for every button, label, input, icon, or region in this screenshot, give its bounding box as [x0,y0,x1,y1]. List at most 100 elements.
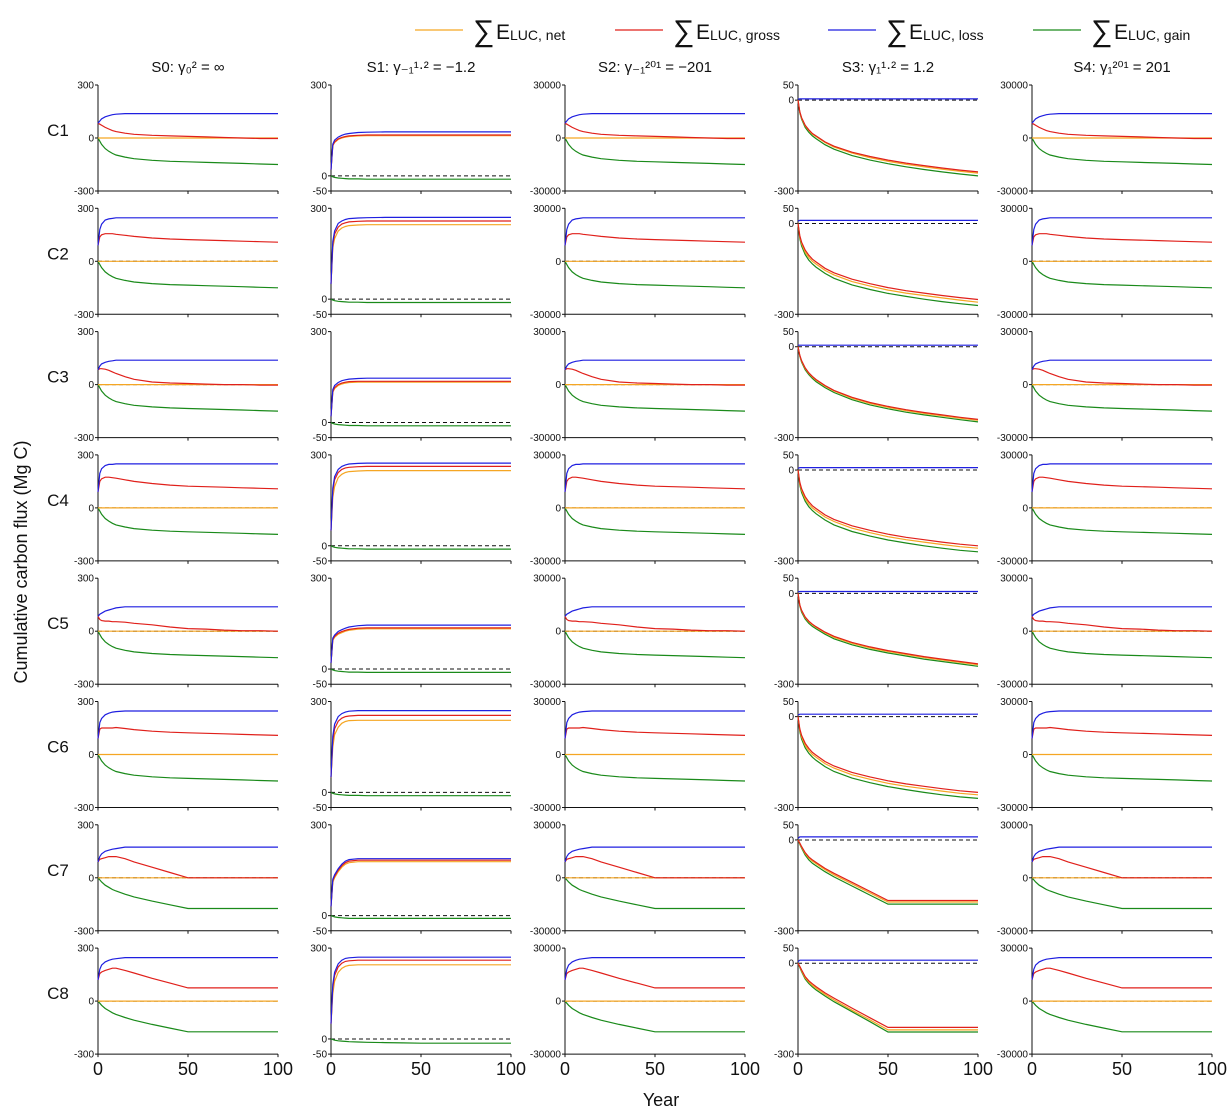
series-line-net [330,964,511,1024]
series-line-gain [330,915,511,920]
y-tick-label: 30000 [533,204,561,215]
series-line-loss [564,710,745,739]
series-line-gross [1031,233,1213,246]
series-line-gain [797,223,979,307]
series-line-gain [1031,261,1213,289]
y-tick-label: -300 [74,310,94,321]
series-line-gross [97,122,278,140]
y-tick-label: 300 [310,697,327,708]
series-line-loss [97,606,278,617]
series-line-gross [1031,368,1212,386]
x-axis-title: Year [643,1090,679,1110]
y-tick-label: 30000 [1000,944,1028,955]
y-tick-label: -50 [313,556,328,567]
series-line-gain [797,716,979,799]
series-line-loss [1031,112,1212,124]
row-label: C3 [47,368,69,387]
y-tick-label: 0 [788,342,794,353]
y-tick-label: -50 [313,1050,328,1061]
series-line-gross [797,716,979,793]
panel-C3-col4: 30000 0 -30000 [997,327,1213,444]
y-tick-label: 30000 [533,574,561,585]
y-tick-label: -30000 [530,680,562,691]
y-tick-label: -30000 [997,433,1029,444]
panel-C4-col2: 30000 0 -30000 [530,450,746,567]
series-line-net [797,469,979,549]
panel-C2-col2: 30000 0 -30000 [530,204,746,321]
panel-C7-col4: 30000 0 -30000 [997,820,1213,937]
series-line-gross [97,476,279,493]
y-tick-label: 30000 [533,81,561,92]
series-line-gain [97,137,279,166]
y-tick-label: 300 [310,820,327,831]
y-tick-label: 0 [321,665,327,676]
y-tick-label: 300 [77,327,94,338]
panel-C7-col0: 300 0 -300 [74,820,279,937]
series-line-gross [1031,476,1213,493]
column-title: S3: γ₁¹·² = 1.2 [842,59,934,76]
series-line-net [330,470,511,531]
series-line-gain [97,507,279,535]
series-line-gross [330,465,511,531]
y-tick-label: 0 [88,257,94,268]
y-tick-label: 0 [88,134,94,145]
y-tick-label: -300 [74,433,94,444]
series-line-loss [797,959,978,963]
series-line-loss [1031,217,1212,246]
series-line-gross [97,967,278,989]
y-tick-label: 0 [321,418,327,429]
y-tick-label: 30000 [533,450,561,461]
row-label: C1 [47,121,69,140]
y-tick-label: 30000 [1000,327,1028,338]
series-line-gain [1031,384,1213,412]
series-line-gain [1031,137,1213,166]
y-tick-label: -50 [313,433,328,444]
y-tick-label: 30000 [1000,574,1028,585]
series-line-loss [97,217,278,246]
series-line-gain [564,507,746,535]
panel-C6-col0: 300 0 -300 [74,697,279,814]
series-line-gain [330,1038,511,1044]
y-tick-label: 50 [783,944,795,955]
y-tick-label: -300 [74,926,94,937]
legend-main-text: E [1114,21,1128,44]
series-line-gross [97,855,278,879]
legend: ∑ E LUC, net ∑ E LUC, gross ∑ E LUC, loss ∑ E LUC, … [415,15,1190,48]
y-tick-label: -30000 [530,433,562,444]
series-line-loss [797,219,978,222]
y-tick-label: -30000 [530,926,562,937]
y-tick-label: 0 [788,466,794,477]
y-tick-label: 0 [1022,873,1028,884]
series-line-gross [564,122,745,140]
series-line-gross [564,368,745,386]
y-tick-label: 0 [88,380,94,391]
series-line-gain [1031,507,1213,535]
y-tick-label: 300 [77,697,94,708]
y-tick-label: -300 [774,803,794,814]
series-line-gross [330,134,511,170]
y-tick-label: 300 [77,204,94,215]
panel-C4-col0: 300 0 -300 [74,450,279,567]
series-line-gross [564,233,746,246]
y-tick-label: -50 [313,803,328,814]
panel-C6-col2: 30000 0 -30000 [530,697,746,814]
series-line-gain [330,791,511,797]
y-tick-label: 30000 [533,820,561,831]
row-label: C7 [47,861,69,880]
x-tick-label: 100 [730,1059,760,1079]
y-tick-label: 50 [783,697,795,708]
y-tick-label: -300 [774,433,794,444]
series-line-loss [564,606,745,617]
x-tick-label: 50 [178,1059,198,1079]
x-tick-label: 100 [963,1059,993,1079]
panel-C2-col4: 30000 0 -30000 [997,204,1213,321]
y-tick-label: 0 [555,750,561,761]
y-tick-label: 0 [788,219,794,230]
series-line-gross [564,855,745,879]
x-tick-label: 0 [326,1059,336,1079]
series-line-gross [330,714,511,778]
series-line-gross [797,346,979,420]
series-line-gain [330,298,511,304]
x-tick-label: 50 [645,1059,665,1079]
